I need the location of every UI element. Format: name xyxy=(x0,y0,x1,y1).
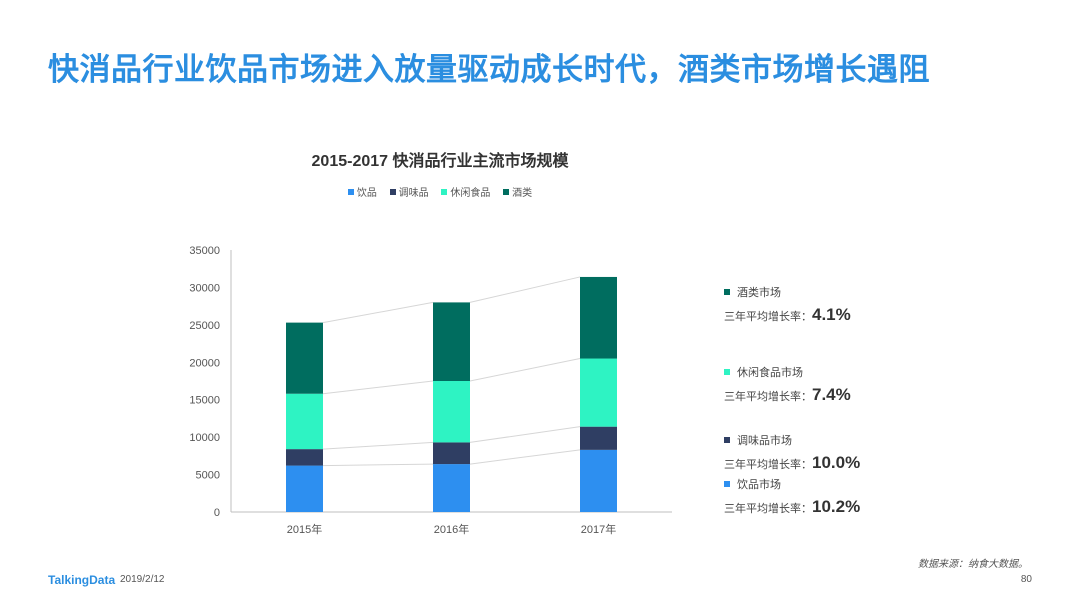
annotation-condiment-name: 调味品市场 xyxy=(737,435,792,447)
bar-segment xyxy=(580,426,617,450)
annotation-snack-rate: 7.4% xyxy=(812,385,851,404)
y-tick-label: 5000 xyxy=(196,470,220,482)
annotation-snack: 休闲食品市场 三年平均增长率：7.4% xyxy=(724,364,851,405)
legend-swatch-beverage xyxy=(347,189,354,195)
bar-segment xyxy=(580,276,617,359)
legend-swatch-condiment xyxy=(389,189,396,195)
connector-line xyxy=(322,301,434,324)
annotation-snack-name: 休闲食品市场 xyxy=(737,367,803,379)
annotation-condiment-header: 调味品市场 xyxy=(724,432,860,448)
legend-swatch-liquor xyxy=(503,189,510,195)
slide-title: 快消品行业饮品市场进入放量驱动成长时代，酒类市场增长遇阻 xyxy=(48,52,930,87)
annotation-snack-swatch xyxy=(724,369,730,375)
annotation-liquor-rate: 4.1% xyxy=(812,305,851,324)
annotation-liquor-swatch xyxy=(724,289,730,295)
annotation-beverage: 饮品市场 三年平均增长率：10.2% xyxy=(724,476,860,517)
annotation-condiment-rate-row: 三年平均增长率：10.0% xyxy=(724,453,860,473)
bar-segment xyxy=(286,449,323,466)
annotation-beverage-header: 饮品市场 xyxy=(724,476,860,492)
legend-label-beverage: 饮品 xyxy=(356,188,377,199)
data-source: 数据来源：纳食大数据。 xyxy=(918,559,1028,570)
y-tick-label: 20000 xyxy=(189,357,220,369)
annotation-beverage-rate-label: 三年平均增长率： xyxy=(724,503,812,515)
connector-line xyxy=(469,426,581,443)
annotation-liquor-header: 酒类市场 xyxy=(724,284,851,300)
page-number: 80 xyxy=(1020,574,1032,585)
connector-line xyxy=(469,358,581,382)
x-tick-label: 2015年 xyxy=(287,522,322,536)
annotation-liquor: 酒类市场 三年平均增长率：4.1% xyxy=(724,284,851,325)
bar-segment xyxy=(433,464,470,512)
x-tick-label: 2016年 xyxy=(434,522,469,536)
annotation-beverage-rate: 10.2% xyxy=(812,497,861,516)
legend-label-liquor: 酒类 xyxy=(512,188,533,199)
chart-title: 2015-2017 快消品行业主流市场规模 xyxy=(311,153,569,170)
connector-line xyxy=(469,276,581,303)
footer-date: 2019/2/12 xyxy=(120,574,165,585)
bar-segment xyxy=(580,449,617,512)
connector-line xyxy=(469,449,581,465)
bar-segment xyxy=(286,322,323,394)
annotation-snack-header: 休闲食品市场 xyxy=(724,364,851,380)
y-tick-label: 35000 xyxy=(189,245,220,257)
legend-label-snack: 休闲食品 xyxy=(450,188,491,199)
annotation-beverage-swatch xyxy=(724,481,730,487)
bar-segment xyxy=(433,442,470,465)
talkingdata-logo: TalkingData xyxy=(48,573,116,587)
y-tick-label: 30000 xyxy=(189,282,220,294)
legend-swatch-snack xyxy=(441,189,448,195)
connector-line xyxy=(322,463,434,467)
legend-item-snack: 休闲食品 xyxy=(441,184,490,199)
bar-segment xyxy=(433,302,470,381)
y-tick-label: 10000 xyxy=(189,432,220,444)
annotation-liquor-rate-label: 三年平均增长率： xyxy=(724,311,812,323)
legend-label-condiment: 调味品 xyxy=(398,188,429,199)
annotation-liquor-rate-row: 三年平均增长率：4.1% xyxy=(724,305,851,325)
annotation-condiment-swatch xyxy=(724,437,730,443)
connector-line xyxy=(322,380,434,395)
annotation-snack-rate-label: 三年平均增长率： xyxy=(724,391,812,403)
bar-segment xyxy=(580,358,617,427)
annotation-liquor-name: 酒类市场 xyxy=(737,287,781,299)
bar-segment xyxy=(286,465,323,512)
y-tick-label: 25000 xyxy=(189,320,220,332)
legend-item-liquor: 酒类 xyxy=(503,184,532,199)
legend-item-condiment: 调味品 xyxy=(389,184,429,199)
annotation-condiment: 调味品市场 三年平均增长率：10.0% xyxy=(724,432,860,473)
annotation-snack-rate-row: 三年平均增长率：7.4% xyxy=(724,385,851,405)
annotation-beverage-name: 饮品市场 xyxy=(737,479,781,491)
legend-item-beverage: 饮品 xyxy=(347,184,377,199)
annotation-beverage-rate-row: 三年平均增长率：10.2% xyxy=(724,497,860,517)
chart-legend: 饮品 调味品 休闲食品 酒类 xyxy=(230,184,650,199)
x-tick-label: 2017年 xyxy=(581,522,616,536)
bar-segment xyxy=(286,393,323,450)
y-tick-label: 0 xyxy=(214,507,220,519)
bar-segment xyxy=(433,381,470,443)
connector-line xyxy=(322,441,434,450)
y-tick-label: 15000 xyxy=(189,395,220,407)
annotation-condiment-rate-label: 三年平均增长率： xyxy=(724,459,812,471)
annotation-condiment-rate: 10.0% xyxy=(812,453,861,472)
